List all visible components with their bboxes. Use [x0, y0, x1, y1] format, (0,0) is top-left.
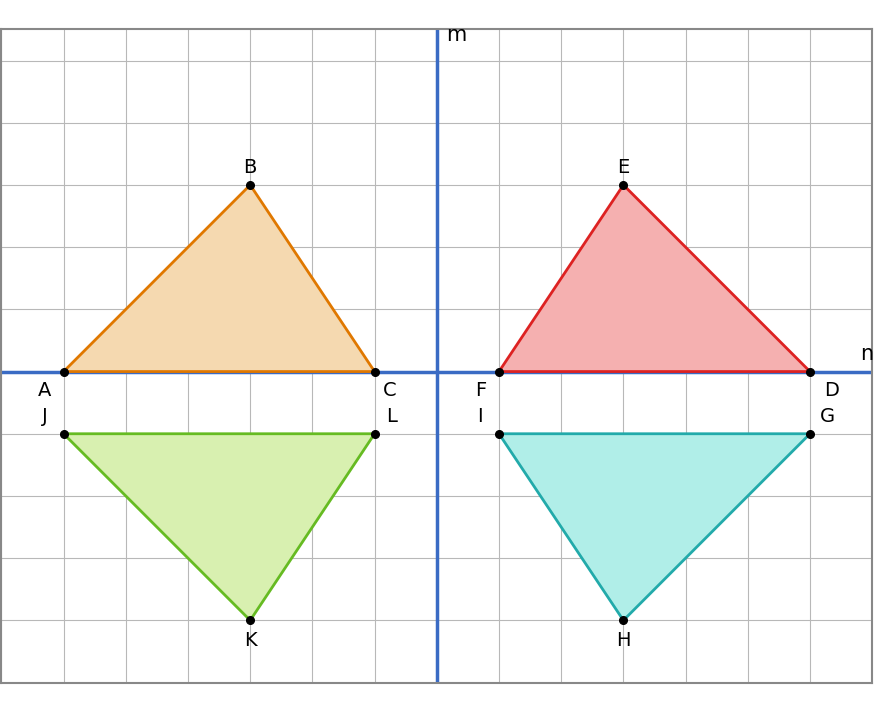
Text: I: I — [477, 407, 483, 426]
Text: J: J — [42, 407, 48, 426]
Text: F: F — [474, 381, 486, 399]
Text: A: A — [39, 381, 52, 399]
Text: B: B — [244, 158, 257, 177]
Polygon shape — [64, 185, 374, 372]
Text: n: n — [859, 344, 873, 364]
Text: G: G — [820, 407, 835, 426]
Text: H: H — [617, 631, 631, 650]
Text: D: D — [824, 381, 839, 399]
Text: K: K — [244, 631, 256, 650]
Text: L: L — [387, 407, 397, 426]
Text: E: E — [617, 158, 630, 177]
Polygon shape — [499, 434, 810, 620]
Polygon shape — [499, 185, 810, 372]
Polygon shape — [64, 434, 374, 620]
Text: m: m — [446, 25, 467, 45]
Text: C: C — [383, 381, 397, 399]
